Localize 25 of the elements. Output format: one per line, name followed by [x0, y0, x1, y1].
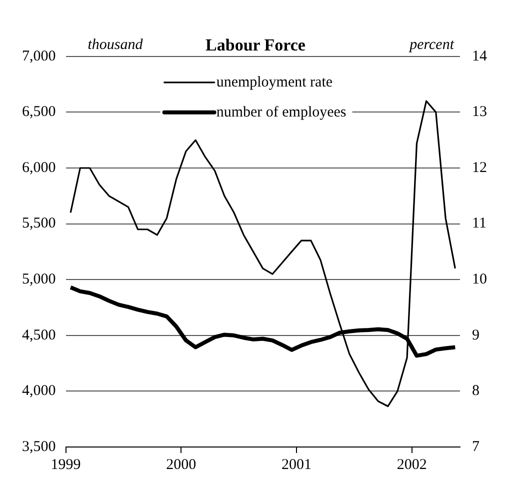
- y-tick-label: 4,000: [22, 383, 56, 400]
- y-tick-label: 4,500: [22, 327, 56, 344]
- x-tick-label: 2001: [282, 456, 312, 473]
- y-tick-label: 3,500: [22, 438, 56, 455]
- legend-label: number of employees: [216, 104, 346, 120]
- y2-tick-label: 9: [472, 327, 480, 344]
- y2-tick-label: 7: [472, 438, 480, 455]
- y2-tick-label: 11: [472, 216, 486, 232]
- y-tick-label: 5,000: [22, 272, 56, 288]
- y2-tick-label: 8: [472, 383, 480, 400]
- y-tick-label: 5,500: [22, 216, 56, 232]
- y-tick-label: 6,000: [22, 160, 56, 176]
- legend-label: unemployment rate: [216, 74, 333, 90]
- y2-tick-label: 13: [472, 104, 487, 120]
- x-tick-label: 2000: [166, 456, 196, 473]
- y2-tick-label: 12: [472, 160, 487, 176]
- x-tick-label: 2002: [396, 456, 427, 473]
- y2-tick-label: 10: [472, 272, 487, 288]
- y-axis-title: thousand: [88, 36, 144, 53]
- chart-title: Labour Force: [206, 36, 306, 55]
- y-tick-label: 6,500: [22, 104, 56, 120]
- y2-axis-title: percent: [408, 36, 455, 53]
- y2-tick-label: 14: [472, 48, 488, 64]
- y-tick-label: 7,000: [22, 48, 56, 64]
- x-tick-label: 1999: [50, 456, 81, 473]
